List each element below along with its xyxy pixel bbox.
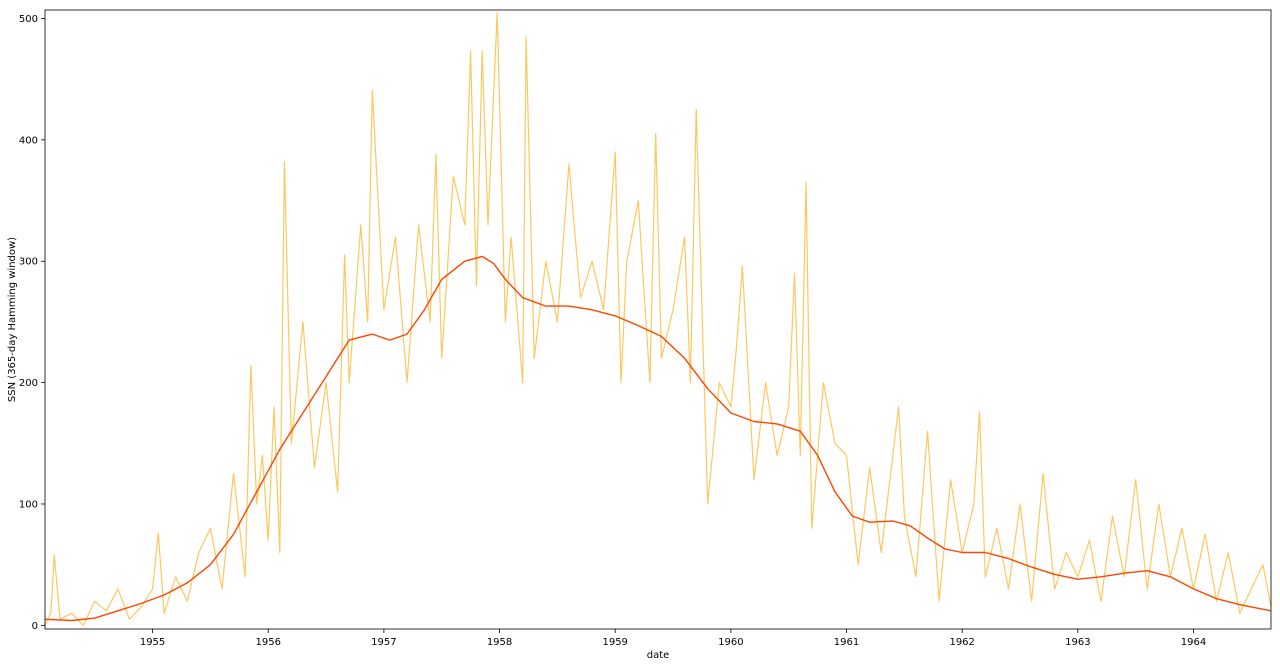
series-line-daily [44, 11, 1272, 626]
x-tick-label: 1958 [487, 637, 512, 648]
y-axis-label: SSN (365-day Hamming window) [7, 237, 18, 402]
x-tick-label: 1963 [1065, 637, 1090, 648]
y-tick-label: 500 [19, 14, 38, 25]
x-axis-ticks: 1955 1956 1957 1958 1959 1960 1961 1962 1963 1964 [140, 629, 1206, 648]
y-tick-label: 400 [19, 135, 38, 146]
line-layer [44, 11, 1272, 626]
x-axis-label: date [647, 650, 670, 661]
x-tick-label: 1961 [834, 637, 859, 648]
series-line-smoothed [44, 255, 1272, 622]
y-tick-label: 300 [19, 257, 38, 268]
y-axis-ticks: 0 100 200 300 400 500 [19, 14, 45, 632]
y-tick-label: 100 [19, 499, 38, 510]
x-tick-label: 1957 [371, 637, 396, 648]
y-tick-label: 0 [32, 621, 38, 632]
x-tick-label: 1955 [140, 637, 165, 648]
x-tick-label: 1960 [718, 637, 743, 648]
x-tick-label: 1962 [949, 637, 974, 648]
x-tick-label: 1964 [1181, 637, 1206, 648]
plot-frame [44, 9, 1272, 630]
x-tick-label: 1959 [602, 637, 627, 648]
x-tick-label: 1956 [255, 637, 280, 648]
y-tick-label: 200 [19, 378, 38, 389]
